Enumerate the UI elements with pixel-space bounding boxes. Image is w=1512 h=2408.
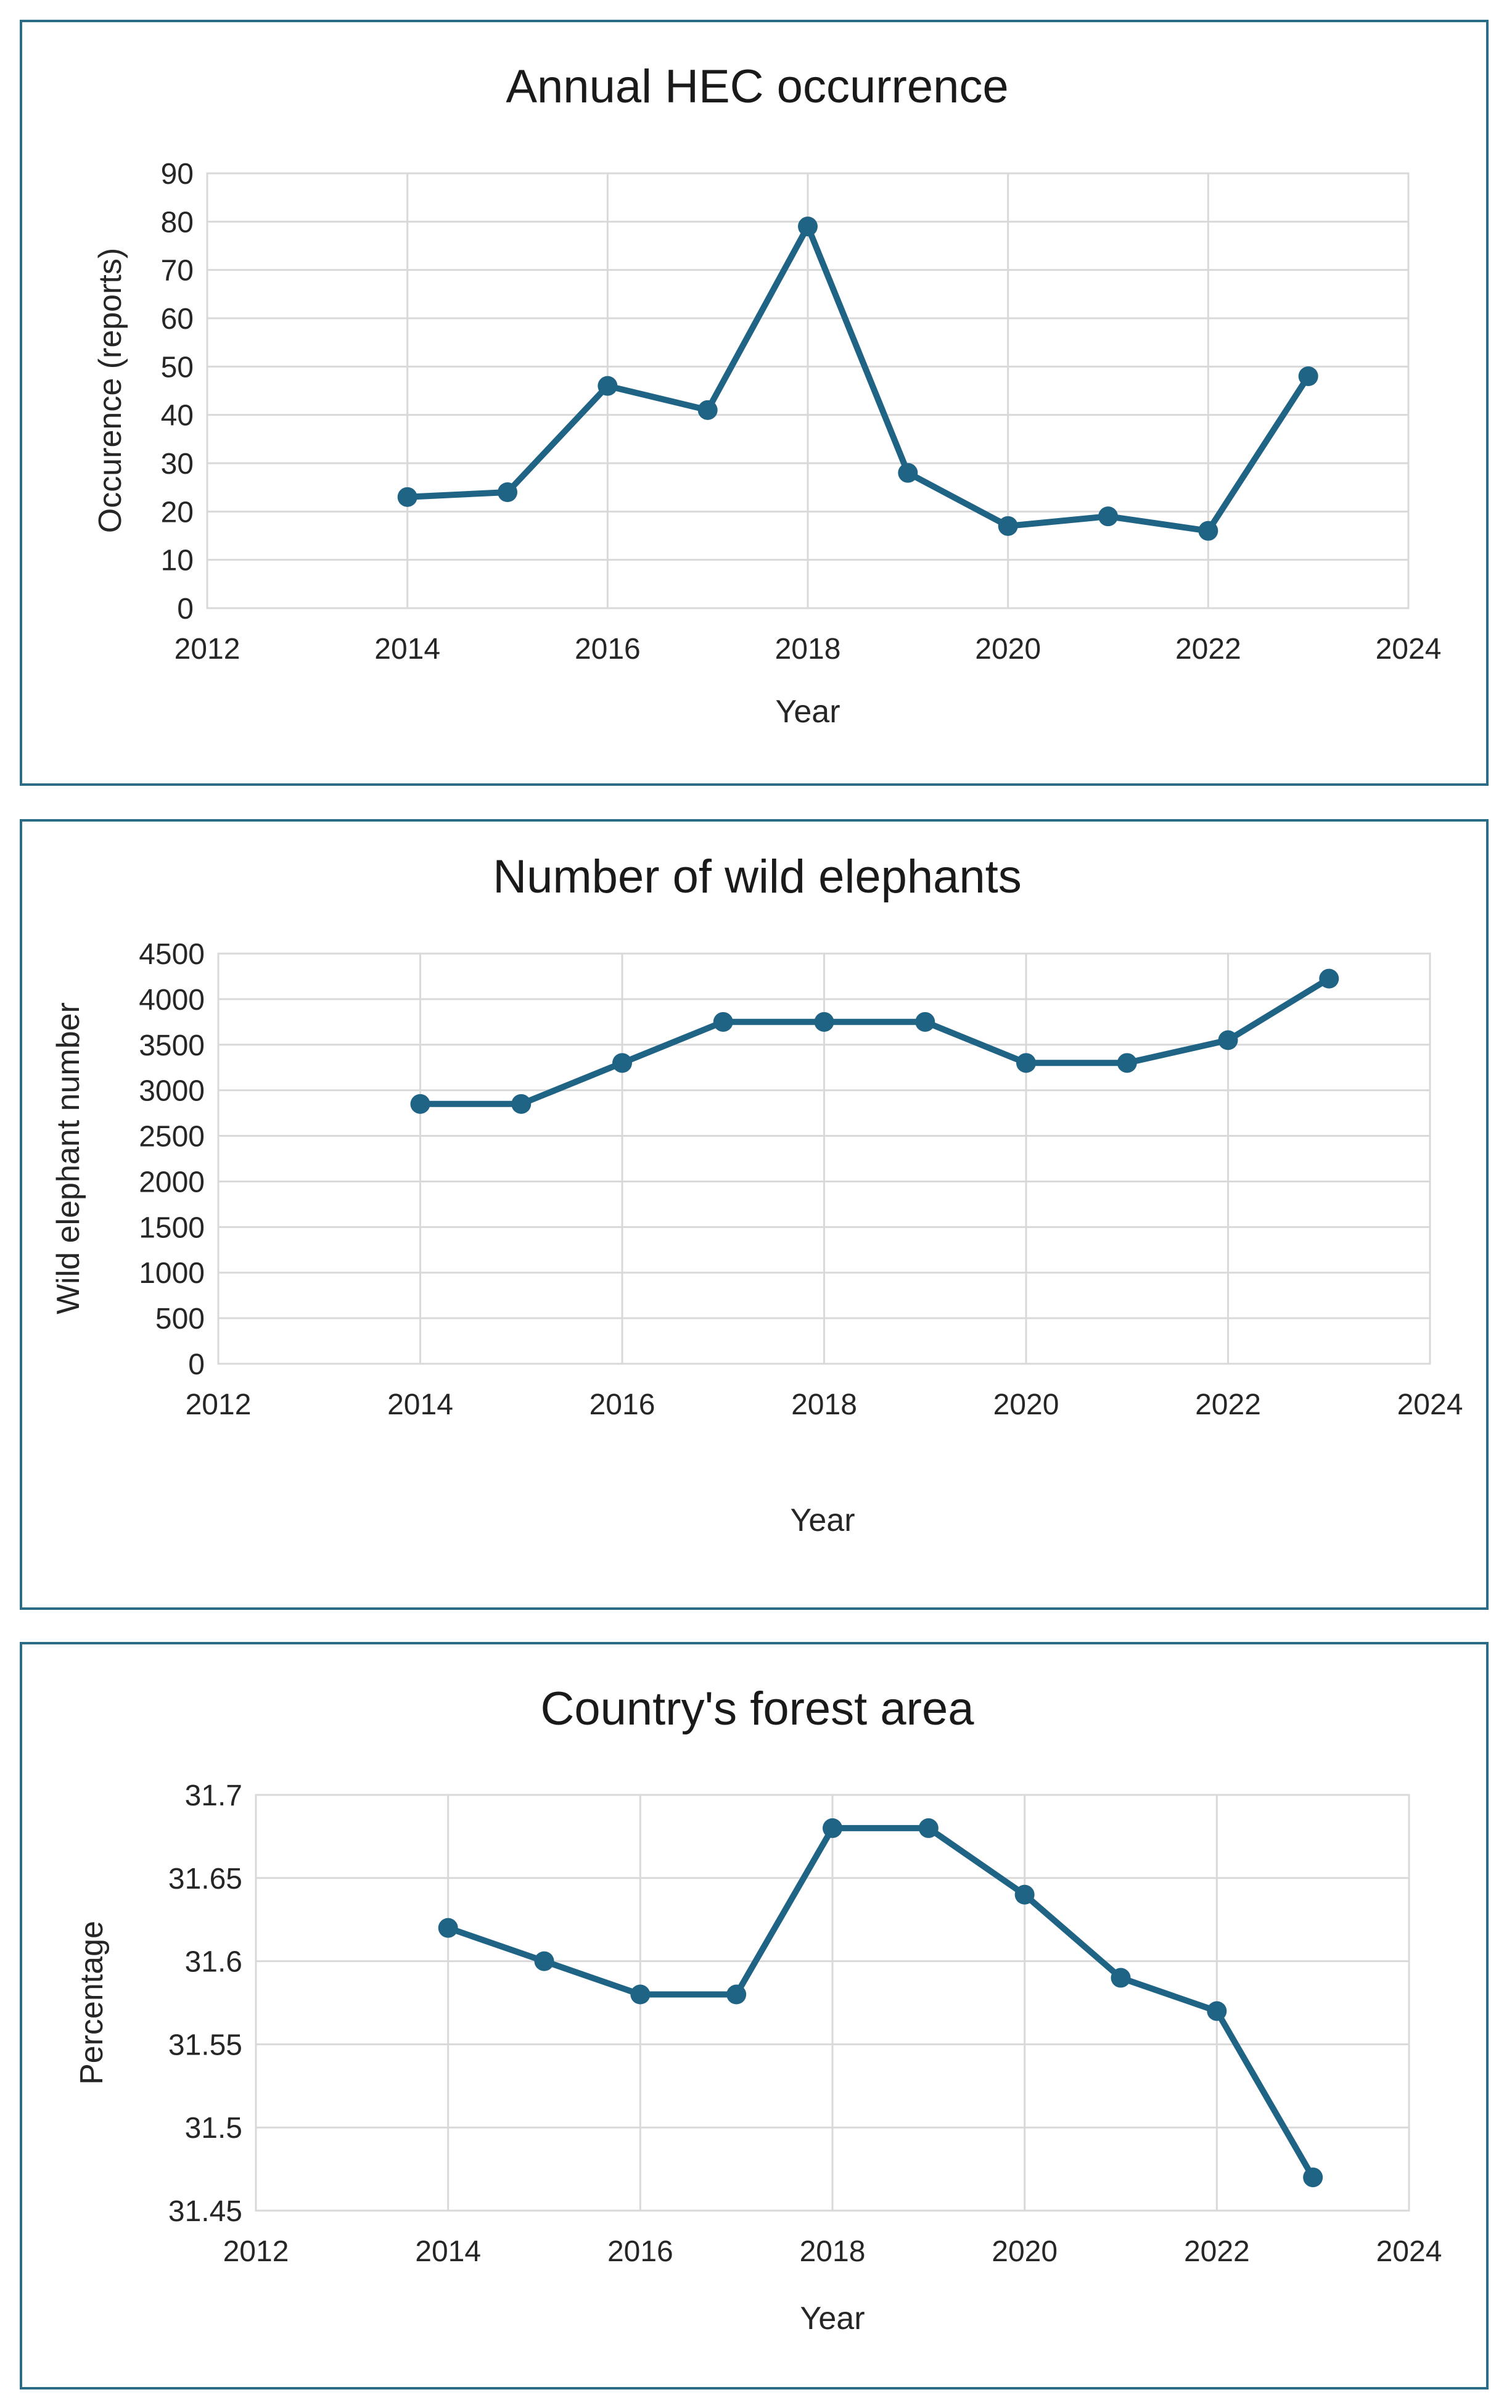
y-tick-label: 1000 — [139, 1257, 205, 1290]
data-point — [438, 1918, 458, 1938]
y-tick-label: 4000 — [139, 984, 205, 1016]
x-tick-label: 2020 — [975, 633, 1041, 666]
x-tick-label: 2022 — [1184, 2235, 1250, 2268]
data-point — [823, 1818, 842, 1838]
chart-panel-forest-area: Country's forest area Year Percentage 31… — [20, 1642, 1489, 2389]
y-tick-label: 2500 — [139, 1121, 205, 1153]
x-tick-label: 2014 — [387, 1388, 453, 1421]
data-point — [1298, 366, 1318, 386]
data-point — [534, 1951, 554, 1971]
x-tick-label: 2020 — [993, 1388, 1059, 1421]
y-tick-label: 31.6 — [185, 1946, 242, 1979]
y-axis-title: Percentage — [74, 1921, 110, 2085]
data-point — [713, 1012, 733, 1032]
x-tick-label: 2012 — [186, 1388, 252, 1421]
data-point — [612, 1053, 632, 1073]
plot-area — [206, 172, 1410, 609]
y-tick-label: 500 — [155, 1303, 205, 1335]
y-tick-label: 4500 — [139, 938, 205, 971]
chart-title: Country's forest area — [540, 1683, 974, 1735]
x-tick-label: 2024 — [1397, 1388, 1463, 1421]
data-point — [697, 400, 718, 420]
chart-title: Number of wild elephants — [493, 851, 1022, 903]
y-tick-label: 0 — [188, 1348, 205, 1381]
data-point — [798, 216, 818, 237]
chart-forest-area: Country's forest area Year Percentage 31… — [74, 1683, 1442, 2336]
y-tick-label: 1500 — [139, 1211, 205, 1244]
y-tick-label: 31.65 — [168, 1863, 242, 1895]
y-tick-label: 10 — [161, 545, 194, 577]
x-tick-label: 2022 — [1195, 1388, 1261, 1421]
data-point — [1218, 1030, 1238, 1050]
x-tick-label: 2024 — [1376, 633, 1442, 666]
y-tick-label: 50 — [161, 351, 194, 384]
x-tick-label: 2012 — [223, 2235, 289, 2268]
x-tick-label: 2020 — [992, 2235, 1058, 2268]
data-point — [1117, 1053, 1137, 1073]
x-tick-label: 2024 — [1376, 2235, 1442, 2268]
y-tick-label: 3000 — [139, 1075, 205, 1108]
x-tick-label: 2014 — [415, 2235, 481, 2268]
data-point — [814, 1012, 834, 1032]
y-tick-label: 31.55 — [168, 2029, 242, 2061]
y-tick-label: 40 — [161, 400, 194, 432]
plot-area — [255, 1794, 1410, 2212]
y-tick-label: 20 — [161, 496, 194, 529]
data-point — [998, 516, 1018, 536]
x-tick-label: 2018 — [791, 1388, 857, 1421]
y-tick-label: 31.5 — [185, 2112, 242, 2145]
chart-title: Annual HEC occurrence — [506, 60, 1008, 113]
y-tick-label: 3500 — [139, 1029, 205, 1062]
x-tick-label: 2016 — [590, 1388, 655, 1421]
data-point — [498, 482, 517, 502]
data-point — [397, 487, 417, 507]
x-tick-label: 2022 — [1175, 633, 1241, 666]
chart-wild-elephants: Number of wild elephants Year Wild eleph… — [51, 851, 1463, 1538]
chart-panel-hec-occurrence: Annual HEC occurrence Year Occurence (re… — [20, 20, 1489, 786]
x-tick-label: 2016 — [575, 633, 641, 666]
data-point — [1016, 1053, 1036, 1073]
y-tick-label: 31.7 — [185, 1779, 242, 1812]
data-point — [1319, 968, 1339, 989]
chart-hec-occurrence: Annual HEC occurrence Year Occurence (re… — [92, 60, 1442, 730]
x-axis-title: Year — [775, 694, 840, 730]
y-axis-title: Occurence (reports) — [92, 248, 128, 533]
data-point — [630, 1984, 651, 2005]
data-point — [918, 1818, 939, 1838]
y-tick-label: 0 — [177, 593, 194, 625]
series-line — [417, 975, 1333, 1107]
x-tick-label: 2012 — [175, 633, 240, 666]
data-point — [898, 463, 918, 483]
y-axis-title: Wild elephant number — [51, 1002, 86, 1314]
data-point — [1111, 1968, 1131, 1988]
x-tick-label: 2018 — [775, 633, 841, 666]
x-tick-label: 2018 — [800, 2235, 866, 2268]
series-line — [404, 223, 1312, 534]
y-tick-label: 2000 — [139, 1166, 205, 1198]
y-tick-label: 60 — [161, 303, 194, 336]
y-tick-label: 70 — [161, 255, 194, 287]
x-tick-label: 2016 — [607, 2235, 673, 2268]
x-axis-title: Year — [800, 2301, 865, 2336]
y-tick-label: 80 — [161, 206, 194, 239]
x-tick-label: 2014 — [374, 633, 440, 666]
y-tick-label: 30 — [161, 448, 194, 480]
data-point — [1303, 2167, 1323, 2188]
x-axis-title: Year — [790, 1503, 855, 1538]
data-point — [598, 376, 618, 396]
data-point — [511, 1094, 532, 1114]
chart-panel-wild-elephants: Number of wild elephants Year Wild eleph… — [20, 819, 1489, 1610]
y-tick-label: 31.45 — [168, 2195, 242, 2228]
data-point — [1098, 506, 1118, 527]
data-point — [1207, 2001, 1227, 2021]
data-point — [1198, 521, 1218, 541]
data-point — [915, 1012, 935, 1032]
y-tick-label: 90 — [161, 158, 194, 191]
data-point — [1014, 1884, 1035, 1905]
data-point — [726, 1984, 747, 2005]
series-line — [445, 1825, 1317, 2181]
plot-area — [217, 952, 1431, 1365]
data-point — [410, 1094, 430, 1114]
